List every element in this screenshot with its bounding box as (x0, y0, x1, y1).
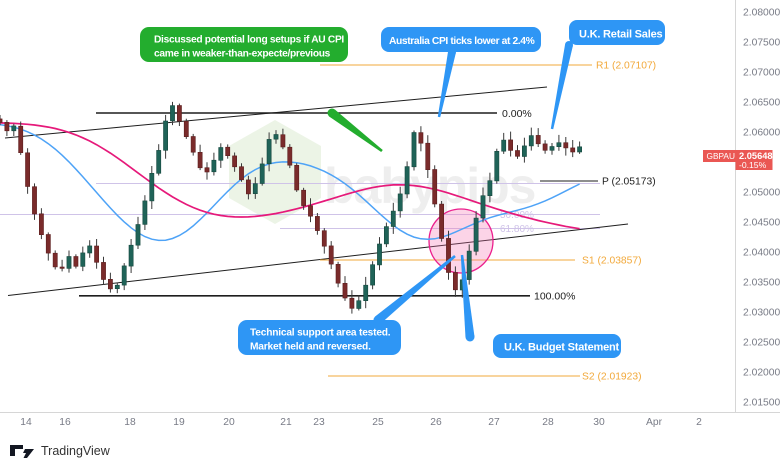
svg-text:U.K. Retail Sales: U.K. Retail Sales (579, 29, 662, 41)
svg-text:Apr: Apr (646, 417, 663, 428)
svg-text:20: 20 (223, 417, 235, 428)
svg-text:30: 30 (593, 417, 605, 428)
svg-text:Discussed potential long setup: Discussed potential long setups if AU CP… (154, 35, 344, 46)
svg-text:100.00%: 100.00% (534, 291, 575, 303)
svg-text:2.06500: 2.06500 (743, 98, 780, 109)
svg-text:S1 (2.03857): S1 (2.03857) (582, 256, 642, 267)
svg-text:2: 2 (696, 417, 702, 428)
svg-text:2.08000: 2.08000 (743, 8, 780, 19)
svg-text:Technical support area tested.: Technical support area tested. (250, 328, 391, 339)
svg-text:25: 25 (372, 417, 384, 428)
svg-text:23: 23 (313, 417, 325, 428)
svg-text:2.06000: 2.06000 (743, 128, 780, 139)
svg-text:0.00%: 0.00% (502, 108, 532, 120)
svg-text:19: 19 (173, 417, 185, 428)
svg-text:-0.15%: -0.15% (739, 160, 767, 170)
svg-text:Australia CPI ticks lower at 2: Australia CPI ticks lower at 2.4% (389, 36, 535, 47)
svg-text:18: 18 (124, 417, 136, 428)
svg-text:U.K. Budget Statement: U.K. Budget Statement (504, 342, 620, 354)
svg-text:P (2.05173): P (2.05173) (602, 177, 656, 188)
svg-text:2.01500: 2.01500 (743, 398, 780, 409)
svg-text:TradingView: TradingView (41, 444, 111, 458)
svg-text:Market held and reversed.: Market held and reversed. (250, 342, 371, 353)
svg-text:R1 (2.07107): R1 (2.07107) (596, 61, 656, 72)
svg-text:21: 21 (280, 417, 292, 428)
svg-text:2.03000: 2.03000 (743, 308, 780, 319)
svg-text:27: 27 (488, 417, 500, 428)
svg-text:2.07500: 2.07500 (743, 38, 780, 49)
svg-text:2.05000: 2.05000 (743, 188, 780, 199)
svg-text:came in weaker-than-expecte/pr: came in weaker-than-expecte/previous (154, 49, 331, 60)
svg-text:61.80%: 61.80% (500, 224, 534, 235)
svg-text:28: 28 (542, 417, 554, 428)
svg-text:2.02500: 2.02500 (743, 338, 780, 349)
svg-text:2.02000: 2.02000 (743, 368, 780, 379)
svg-text:26: 26 (430, 417, 442, 428)
svg-text:2.04500: 2.04500 (743, 218, 780, 229)
svg-text:2.03500: 2.03500 (743, 278, 780, 289)
svg-text:16: 16 (59, 417, 71, 428)
svg-text:2.04000: 2.04000 (743, 248, 780, 259)
svg-text:2.07000: 2.07000 (743, 68, 780, 79)
svg-text:S2 (2.01923): S2 (2.01923) (582, 372, 642, 383)
svg-text:14: 14 (20, 417, 32, 428)
